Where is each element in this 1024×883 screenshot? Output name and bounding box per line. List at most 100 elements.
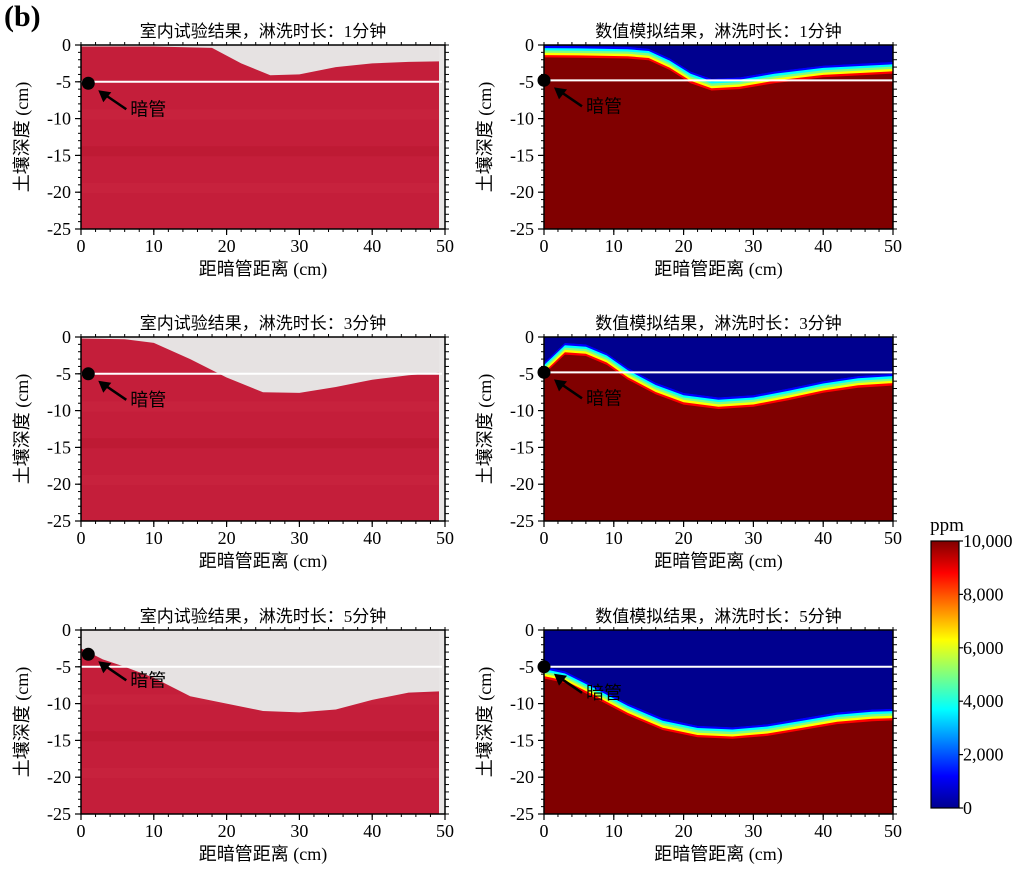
y-tick-label: -15 bbox=[47, 145, 71, 165]
y-tick-label: -25 bbox=[47, 804, 71, 824]
x-tick-label: 0 bbox=[77, 528, 86, 548]
y-tick-label: 0 bbox=[525, 620, 534, 640]
x-tick-label: 0 bbox=[540, 236, 549, 256]
drain-label: 暗管 bbox=[130, 670, 166, 690]
chart-title: 数值模拟结果，淋洗时长：1分钟 bbox=[595, 22, 842, 41]
y-tick-label: -10 bbox=[47, 694, 71, 714]
soil-band bbox=[81, 475, 445, 485]
y-tick-label: -15 bbox=[510, 437, 534, 457]
y-tick-label: -20 bbox=[47, 767, 71, 787]
x-tick-label: 20 bbox=[675, 236, 693, 256]
x-tick-label: 20 bbox=[218, 236, 236, 256]
y-axis-label: 土壤深度 (cm) bbox=[475, 82, 496, 192]
soil-band bbox=[81, 401, 445, 412]
x-tick-label: 40 bbox=[814, 528, 832, 548]
x-tick-label: 10 bbox=[605, 236, 623, 256]
soil-band bbox=[81, 731, 445, 742]
heatmap-field bbox=[81, 337, 445, 521]
drain-arrow-head bbox=[554, 379, 567, 392]
chart-panel-5 bbox=[75, 627, 449, 820]
drain-arrow-head bbox=[98, 380, 112, 393]
drain-label: 暗管 bbox=[586, 96, 622, 116]
chart-title: 数值模拟结果，淋洗时长：5分钟 bbox=[595, 607, 842, 626]
colorbar bbox=[930, 540, 963, 809]
y-axis-label: 土壤深度 (cm) bbox=[12, 374, 33, 484]
x-tick-label: 30 bbox=[744, 821, 762, 841]
x-tick-label: 50 bbox=[436, 821, 454, 841]
x-axis-label: 距暗管距离 (cm) bbox=[199, 844, 327, 865]
x-axis-label: 距暗管距离 (cm) bbox=[654, 551, 782, 572]
leached-blue-region bbox=[544, 45, 893, 79]
x-tick-label: 40 bbox=[363, 236, 381, 256]
chart-title: 数值模拟结果，淋洗时长：3分钟 bbox=[595, 314, 842, 333]
y-tick-label: 0 bbox=[62, 35, 71, 55]
drain-pipe-marker bbox=[81, 76, 95, 90]
plot-frame bbox=[543, 629, 894, 815]
panel-letter: (b) bbox=[4, 0, 41, 33]
tank-wall bbox=[439, 45, 445, 229]
plot-frame bbox=[543, 336, 894, 522]
y-tick-label: -20 bbox=[510, 767, 534, 787]
chart-panel-6 bbox=[537, 627, 897, 820]
colorbar-tick-label: 6,000 bbox=[963, 638, 1004, 658]
drain-arrow-shaft bbox=[559, 382, 583, 400]
colorbar-label: ppm bbox=[930, 515, 964, 536]
heatmap-field bbox=[544, 337, 893, 521]
chart-panel-3 bbox=[75, 334, 449, 527]
heatmap-field bbox=[544, 630, 893, 814]
y-tick-label: -5 bbox=[56, 72, 71, 92]
drain-arrow-head bbox=[554, 673, 567, 686]
y-tick-label: -15 bbox=[510, 145, 534, 165]
plot-frame bbox=[80, 44, 446, 230]
x-tick-label: 50 bbox=[436, 236, 454, 256]
heatmap-field bbox=[544, 45, 893, 229]
x-tick-label: 30 bbox=[290, 236, 308, 256]
x-tick-label: 0 bbox=[540, 528, 549, 548]
soil-band bbox=[81, 109, 445, 120]
drain-label: 暗管 bbox=[586, 388, 622, 408]
x-tick-label: 30 bbox=[290, 821, 308, 841]
y-tick-label: -25 bbox=[510, 804, 534, 824]
drain-pipe-marker bbox=[81, 647, 95, 661]
x-tick-label: 0 bbox=[540, 821, 549, 841]
x-tick-label: 20 bbox=[218, 821, 236, 841]
x-tick-label: 40 bbox=[363, 528, 381, 548]
soil-band bbox=[81, 438, 445, 449]
y-axis-label: 土壤深度 (cm) bbox=[475, 667, 496, 777]
drain-arrow-head bbox=[554, 87, 567, 100]
drain-arrow-shaft bbox=[559, 676, 583, 694]
drain-pipe-marker bbox=[537, 660, 551, 674]
heatmap-field bbox=[81, 630, 445, 814]
soil-band bbox=[81, 183, 445, 193]
chart-title: 室内试验结果，淋洗时长：5分钟 bbox=[140, 607, 387, 626]
drain-pipe-marker bbox=[537, 73, 551, 87]
x-axis-label: 距暗管距离 (cm) bbox=[199, 259, 327, 280]
x-tick-label: 30 bbox=[290, 528, 308, 548]
y-tick-label: -10 bbox=[510, 109, 534, 129]
x-tick-label: 30 bbox=[744, 236, 762, 256]
y-axis-label: 土壤深度 (cm) bbox=[12, 82, 33, 192]
x-tick-label: 30 bbox=[744, 528, 762, 548]
y-tick-label: -5 bbox=[519, 364, 534, 384]
x-tick-label: 0 bbox=[77, 236, 86, 256]
y-tick-label: -5 bbox=[519, 657, 534, 677]
plot-frame bbox=[543, 44, 894, 230]
y-tick-label: 0 bbox=[525, 327, 534, 347]
drain-pipe-marker bbox=[81, 367, 95, 381]
chart-title: 室内试验结果，淋洗时长：1分钟 bbox=[140, 22, 387, 41]
x-tick-label: 10 bbox=[145, 528, 163, 548]
drain-arrow-shaft bbox=[103, 93, 127, 111]
y-tick-label: -10 bbox=[510, 694, 534, 714]
x-tick-label: 40 bbox=[814, 236, 832, 256]
x-tick-label: 10 bbox=[605, 821, 623, 841]
y-tick-label: -10 bbox=[47, 401, 71, 421]
x-tick-label: 50 bbox=[884, 236, 902, 256]
x-tick-label: 50 bbox=[884, 528, 902, 548]
y-axis-label: 土壤深度 (cm) bbox=[475, 374, 496, 484]
x-axis-label: 距暗管距离 (cm) bbox=[199, 551, 327, 572]
y-tick-label: -10 bbox=[47, 109, 71, 129]
y-tick-label: -15 bbox=[510, 730, 534, 750]
y-tick-label: -15 bbox=[47, 437, 71, 457]
drain-arrow-head bbox=[98, 661, 112, 674]
